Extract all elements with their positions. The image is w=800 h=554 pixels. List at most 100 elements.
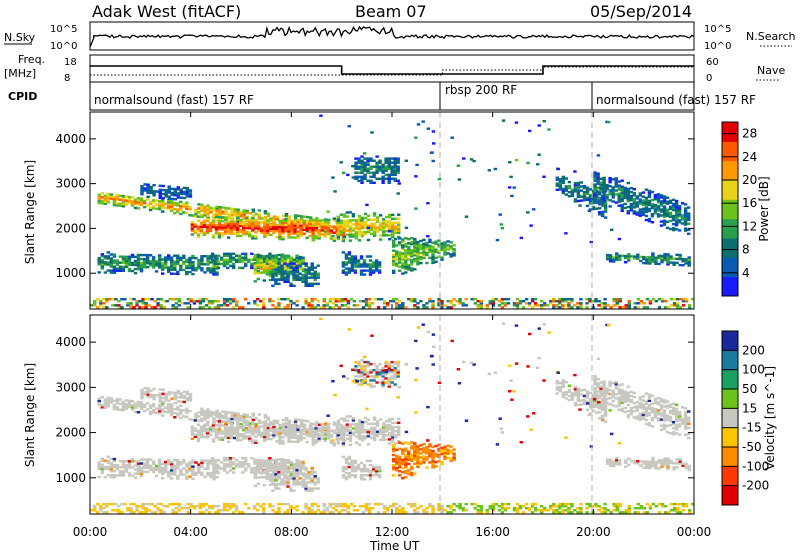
heatmap-cell [227,215,231,218]
heatmap-cell [452,448,456,451]
heatmap-cell [588,400,593,403]
heatmap-cell [632,210,637,213]
heatmap-cell [416,248,420,252]
heatmap-cell [656,195,661,198]
heatmap-cell [543,302,547,305]
heatmap-cell [656,205,661,208]
heatmap-cell [388,438,392,441]
heatmap-cell [139,263,144,267]
heatmap-cell [188,189,193,192]
heatmap-cell [626,205,631,209]
heatmap-cell [284,419,289,422]
heatmap-cell [304,274,308,277]
heatmap-cell [426,202,430,205]
heatmap-cell [375,216,380,219]
heatmap-cell [99,302,103,305]
heatmap-cell [217,436,222,439]
heatmap-cell [498,213,502,216]
heatmap-cell [260,231,264,234]
heatmap-cell [199,223,204,226]
heatmap-cell [199,227,204,231]
heatmap-cell [190,425,195,428]
heatmap-cell [416,250,420,254]
heatmap-cell [239,432,243,436]
heatmap-cell [295,274,299,277]
heatmap-cell [528,129,532,133]
heatmap-cell [359,265,364,268]
heatmap-cell [500,298,505,301]
heatmap-cell [256,464,261,467]
heatmap-cell [158,188,162,192]
heatmap-cell [386,304,390,307]
heatmap-cell [687,212,691,215]
heatmap-cell [151,468,156,472]
heatmap-cell [381,179,385,183]
heatmap-cell [341,233,346,237]
heatmap-cell [378,228,383,231]
heatmap-cell [360,230,365,234]
heatmap-cell [614,380,618,384]
heatmap-cell [295,475,299,478]
heatmap-cell [671,198,676,202]
heatmap-cell [313,270,317,273]
heatmap-cell [194,208,198,212]
heatmap-cell [375,369,379,372]
heatmap-cell [354,441,359,444]
heatmap-cell [449,306,453,309]
heatmap-cell [284,226,288,229]
heatmap-cell [351,213,356,216]
heatmap-cell [209,208,213,212]
heatmap-cell [97,263,101,266]
heatmap-cell [142,253,147,257]
heatmap-cell [226,220,231,223]
heatmap-cell [413,446,417,449]
heatmap-cell [653,206,658,209]
heatmap-cell [299,421,304,424]
heatmap-cell [100,471,105,475]
heatmap-cell [392,464,396,467]
heatmap-cell [250,266,254,270]
heatmap-cell [149,191,153,195]
heatmap-cell [278,237,282,241]
heatmap-cell [124,259,129,263]
heatmap-cell [381,232,386,235]
heatmap-cell [275,419,280,423]
heatmap-cell [292,479,296,482]
heatmap-cell [280,473,284,476]
heatmap-cell [582,191,587,194]
heatmap-cell [215,207,219,211]
heatmap-cell [299,219,304,222]
heatmap-cell [164,256,168,259]
heatmap-cell [392,474,396,477]
heatmap-cell [585,392,590,395]
heatmap-cell [193,427,198,430]
heatmap-cell [627,255,631,258]
heatmap-cell [283,477,287,480]
heatmap-cell [200,465,204,468]
heatmap-cell [275,432,279,435]
heatmap-cell [404,457,408,461]
heatmap-cell [158,407,162,411]
heatmap-cell [296,430,300,434]
heatmap-cell [299,226,303,229]
nsky-line [89,25,694,48]
heatmap-cell [369,436,374,440]
heatmap-cell [120,306,124,309]
heatmap-cell [158,260,162,263]
heatmap-cell [360,234,365,238]
heatmap-cell [610,228,614,232]
heatmap-cell [597,207,602,210]
heatmap-cell [365,265,370,268]
heatmap-cell [274,274,278,277]
heatmap-cell [133,263,138,267]
heatmap-cell [320,219,324,222]
heatmap-cell [177,304,182,307]
heatmap-cell [608,179,612,182]
heatmap-cell [179,463,183,466]
heatmap-cell [351,223,356,226]
heatmap-cell [611,178,615,181]
heatmap-cell [186,298,191,301]
heatmap-cell [391,440,395,443]
heatmap-cell [620,391,624,394]
heatmap-cell [388,213,392,217]
